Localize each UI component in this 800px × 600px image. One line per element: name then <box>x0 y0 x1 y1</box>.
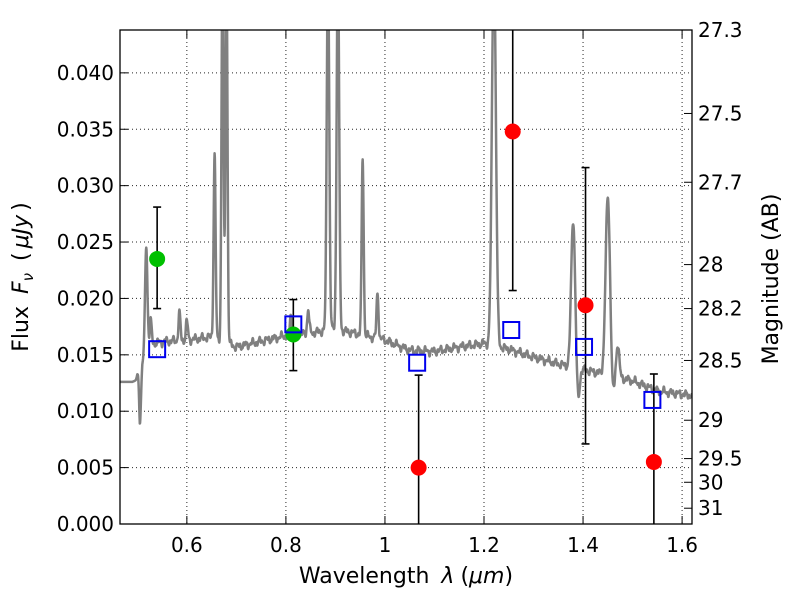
y2-tick-label: 28 <box>698 253 723 277</box>
model-photometry-point-2 <box>284 315 303 334</box>
x-tick-labels: 0.6 0.8 1 1.2 1.4 1.6 <box>171 533 698 557</box>
red-measurements-point-4 <box>645 453 662 470</box>
x-tick-label: 1.2 <box>468 533 500 557</box>
red-measurements-point-1 <box>410 459 427 476</box>
x-tick-label: 1.4 <box>567 533 599 557</box>
y2-axis-title: Magnitude (AB) <box>759 194 784 365</box>
y2-tick-label: 31 <box>698 496 723 520</box>
model-photometry-point-1 <box>148 340 167 359</box>
red-measurements-point-3 <box>577 297 594 314</box>
y-axis-title: FluxFν(μJy) <box>9 202 37 351</box>
x-axis-title: Wavelength λ (μm) <box>299 564 513 589</box>
y-tick-labels: 0.000 0.005 0.010 0.015 0.020 0.025 0.030 0.035… <box>57 61 114 536</box>
spectrum-layer <box>120 30 692 425</box>
y2-tick-label: 29 <box>698 408 723 432</box>
data-points <box>148 30 662 524</box>
model-spectrum-line <box>120 30 692 425</box>
y-tick-label: 0.025 <box>57 230 114 254</box>
y2-tick-label: 28.5 <box>698 348 743 372</box>
y-tick-label: 0.010 <box>57 399 114 423</box>
y2-tick-label: 30 <box>698 470 723 494</box>
green-detections-point-2 <box>285 326 302 343</box>
y-tick-label: 0.040 <box>57 61 114 85</box>
y-tick-label: 0.030 <box>57 174 114 198</box>
y-tick-label: 0.020 <box>57 286 114 310</box>
y2-tick-label: 27.7 <box>698 170 743 194</box>
x-tick-label: 0.8 <box>270 533 302 557</box>
x-tick-label: 1 <box>379 533 392 557</box>
green-detections-point-1 <box>149 250 166 267</box>
y2-tick-label: 29.5 <box>698 447 743 471</box>
model-photometry-point-4 <box>502 321 521 340</box>
y2-tick-label: 27.5 <box>698 101 743 125</box>
model-photometry-point-5 <box>575 337 594 356</box>
red-measurements-point-2 <box>504 123 521 140</box>
model-photometry-point-6 <box>643 390 662 409</box>
grid <box>120 30 692 524</box>
y2-tick-label: 27.3 <box>698 18 743 42</box>
y-tick-label: 0.000 <box>57 512 114 536</box>
x-tick-label: 0.6 <box>171 533 203 557</box>
y2-tick-label: 28.2 <box>698 297 743 321</box>
plot-frame <box>119 29 693 525</box>
y-tick-label: 0.035 <box>57 117 114 141</box>
x-tick-label: 1.6 <box>666 533 698 557</box>
axis-ticks <box>120 29 692 525</box>
model-photometry-point-3 <box>408 353 427 372</box>
y-tick-label: 0.015 <box>57 343 114 367</box>
y-tick-label: 0.005 <box>57 456 114 480</box>
